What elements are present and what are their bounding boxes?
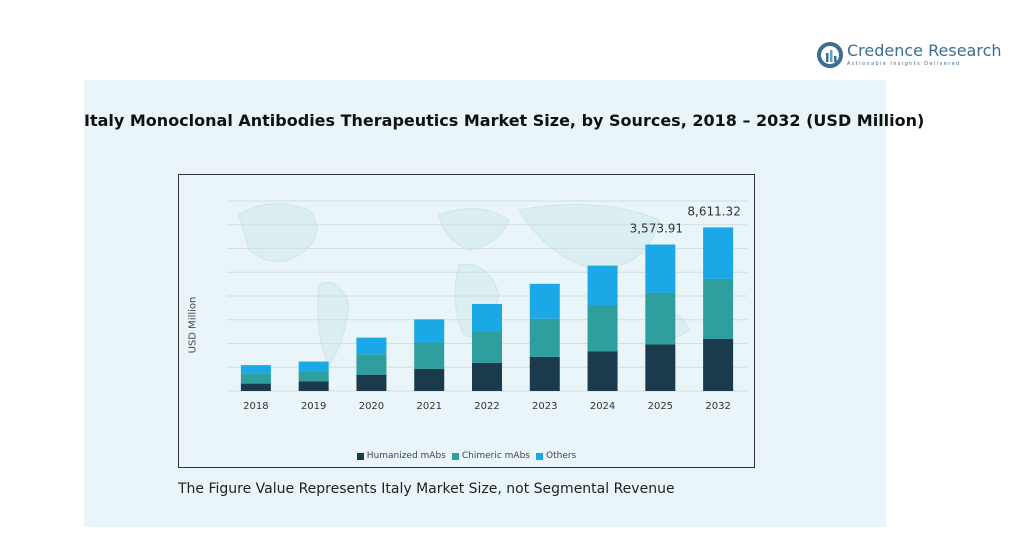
bar-chimeric-mabs-2019	[298, 371, 329, 382]
legend-item: Others	[536, 451, 576, 461]
map-decoration	[518, 203, 660, 271]
bar-others-2019	[298, 361, 329, 372]
brand-name: Credence Research	[847, 41, 1002, 60]
chart-plot: 2018 2019 2020 2021 2022 2023 2024 2025 3,573.91…	[227, 200, 747, 412]
bar-humanized-mabs-2024	[587, 351, 618, 391]
legend-swatch	[356, 452, 364, 460]
x-tick-label: 2022	[474, 401, 499, 412]
bar-chimeric-mabs-2032	[703, 278, 734, 339]
data-label-2025: 3,573.91	[630, 222, 683, 236]
y-axis-label-text: USD Million	[187, 296, 199, 354]
bar-chimeric-mabs-2025	[645, 292, 676, 345]
legend-swatch	[536, 452, 543, 460]
brand-tagline: Actionable Insights Delivered	[847, 61, 961, 67]
x-tick-label: 2018	[243, 401, 268, 412]
bar-humanized-mabs-2032	[703, 338, 734, 391]
legend-label: Humanized mAbs	[366, 451, 446, 461]
bar-others-2024	[587, 265, 618, 306]
bar-chimeric-mabs-2018	[240, 374, 271, 384]
x-tick-label: 2032	[705, 401, 730, 412]
legend-label: Others	[546, 451, 577, 461]
brand: Credence Research Actionable Insights De…	[817, 40, 1002, 70]
bar-others-2032	[703, 227, 734, 279]
bar-chimeric-mabs-2024	[587, 305, 618, 352]
y-axis-label: USD Million	[187, 295, 199, 355]
x-tick-label: 2023	[532, 401, 557, 412]
legend-item: Humanized mAbs	[356, 451, 446, 461]
bar-others-2025	[645, 244, 676, 293]
footnote: The Figure Value Represents Italy Market…	[178, 481, 675, 497]
chart-panel: Italy Monoclonal Antibodies Therapeutics…	[84, 80, 925, 527]
bar-chimeric-mabs-2020	[356, 354, 387, 375]
bar-humanized-mabs-2020	[356, 374, 387, 391]
chart-legend: Humanized mAbs Chimeric mAbs Others	[179, 451, 754, 461]
bar-others-2022	[472, 303, 502, 332]
credence-logo-icon	[817, 42, 843, 68]
bar-others-2020	[356, 337, 387, 355]
bar-humanized-mabs-2019	[298, 381, 329, 391]
bar-humanized-mabs-2021	[414, 368, 445, 391]
chart-title: Italy Monoclonal Antibodies Therapeutics…	[84, 111, 925, 130]
map-decoration	[317, 282, 350, 366]
chart-frame: 2018 2019 2020 2021 2022 2023 2024 2025 3,573.91…	[178, 174, 755, 468]
x-tick-label: 2020	[359, 401, 384, 412]
bar-humanized-mabs-2023	[529, 356, 560, 391]
map-decoration	[238, 203, 318, 262]
legend-item: Chimeric mAbs	[451, 451, 530, 461]
data-label-2032: 8,611.32	[687, 204, 740, 218]
bar-chimeric-mabs-2021	[414, 342, 445, 369]
bar-others-2023	[529, 283, 560, 319]
bar-chimeric-mabs-2022	[472, 331, 502, 363]
bar-chimeric-mabs-2023	[529, 318, 560, 357]
x-tick-label: 2019	[301, 401, 326, 412]
legend-label: Chimeric mAbs	[461, 451, 530, 461]
bar-humanized-mabs-2022	[472, 362, 502, 391]
map-decoration	[438, 208, 510, 251]
bar-others-2018	[240, 365, 271, 375]
bar-humanized-mabs-2018	[240, 383, 271, 391]
legend-swatch	[451, 452, 459, 460]
bar-humanized-mabs-2025	[645, 344, 676, 391]
bar-others-2021	[414, 319, 445, 343]
x-tick-label: 2024	[590, 401, 615, 412]
x-tick-label: 2021	[416, 401, 441, 412]
x-tick-label: 2025	[648, 401, 673, 412]
